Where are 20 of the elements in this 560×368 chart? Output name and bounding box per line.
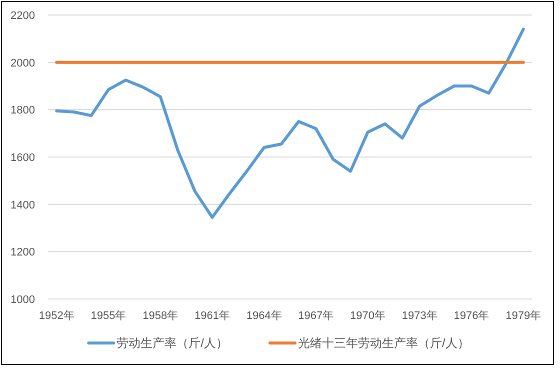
- x-tick-label: 1952年: [38, 310, 74, 322]
- y-tick-label: 1400: [10, 199, 35, 212]
- x-tick-label: 1964年: [246, 310, 282, 322]
- y-tick-label: 1200: [10, 246, 35, 259]
- y-tick-label: 1800: [10, 104, 35, 117]
- x-tick-label: 1976年: [454, 310, 490, 322]
- x-tick-label: 1970年: [350, 310, 386, 322]
- legend-label: 光绪十三年劳动生产率（斤/人）: [298, 336, 470, 350]
- x-tick-label: 1967年: [298, 310, 334, 322]
- x-tick-label: 1973年: [402, 310, 438, 322]
- x-tick-label: 1955年: [90, 310, 126, 322]
- x-tick-label: 1979年: [506, 310, 542, 322]
- x-tick-label: 1961年: [194, 310, 230, 322]
- legend-label: 劳动生产率（斤/人）: [116, 336, 228, 350]
- y-tick-label: 2000: [10, 57, 35, 70]
- x-tick-label: 1958年: [142, 310, 178, 322]
- line-series: [55, 28, 525, 219]
- y-tick-label: 1600: [10, 152, 35, 164]
- y-tick-label: 1000: [10, 294, 35, 306]
- y-tick-label: 2200: [10, 10, 35, 22]
